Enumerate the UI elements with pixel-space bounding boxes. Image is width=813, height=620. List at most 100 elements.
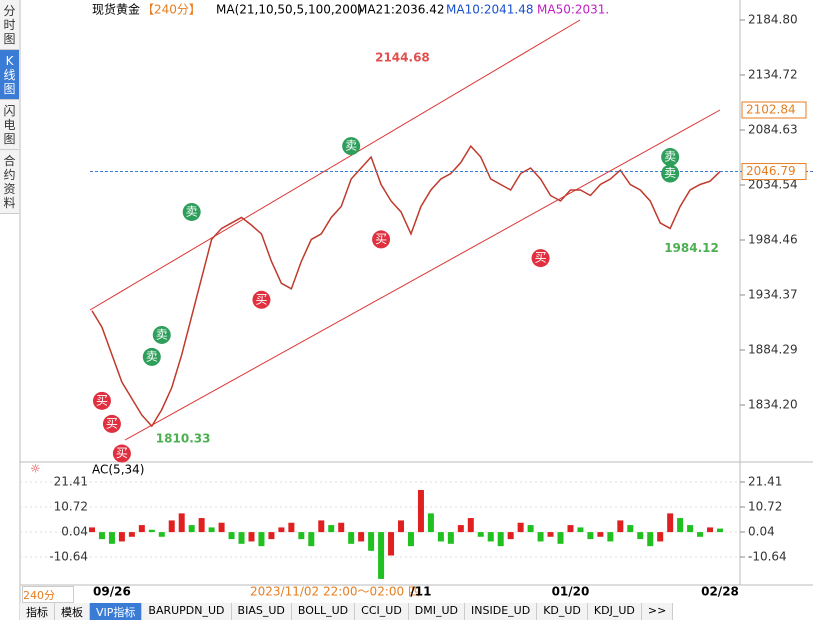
period-select[interactable]: 240分: [22, 586, 74, 603]
toolbar-tab[interactable]: BIAS_UD: [231, 603, 292, 620]
ac-bar: [398, 520, 405, 533]
price-line: [91, 144, 721, 428]
ac-bar: [368, 532, 375, 551]
y-tick-label: -10.64: [748, 550, 787, 564]
signal-marker: [372, 230, 391, 249]
toolbar-tab[interactable]: BARUPDN_UD: [142, 603, 232, 620]
crosshair-label: 2023/11/02 22:00～02:00 四: [250, 585, 420, 599]
signal-marker: [661, 148, 680, 167]
toolbar: 指标 模板 VIP指标 BARUPDN_UD BIAS_UD BOLL_UD CCI_UD D…: [20, 603, 813, 620]
signal-marker: [102, 414, 121, 433]
toolbar-tab[interactable]: KDJ_UD: [587, 603, 642, 620]
ac-bar: [328, 525, 335, 533]
ac-bar: [158, 532, 165, 537]
x-tick-label: 09/26: [93, 585, 131, 599]
x-tick-label: 02/28: [701, 585, 739, 599]
ac-bar: [607, 532, 614, 542]
signal-label: 买: [375, 232, 387, 246]
ac-bar: [547, 532, 554, 537]
channel-line: [124, 109, 721, 441]
price-tag-box: [741, 163, 807, 181]
extreme-label: 1810.33: [156, 432, 211, 446]
settings-icon[interactable]: ☼: [30, 462, 41, 476]
y-tick-label: 1884.29: [748, 343, 798, 357]
ac-bar: [238, 532, 245, 544]
signal-label: 卖: [186, 204, 198, 218]
signal-label: 买: [106, 416, 118, 430]
ac-bar: [268, 532, 275, 540]
signal-marker: [342, 137, 361, 156]
ac-bar: [208, 527, 215, 533]
ac-bar: [407, 532, 414, 547]
ac-bar: [168, 520, 175, 533]
price-tag: 2046.79: [746, 164, 796, 178]
price-tag-box: [741, 101, 807, 119]
y-tick-label: 2184.80: [748, 13, 798, 27]
toolbar-tab[interactable]: 模板: [55, 603, 90, 620]
side-tab[interactable]: K线图: [0, 50, 19, 100]
ac-bar: [477, 532, 484, 537]
price-tag: 2102.84: [746, 103, 796, 117]
ac-bar: [288, 522, 295, 533]
channel-line: [89, 19, 581, 311]
ac-bar: [677, 518, 684, 533]
ac-bar: [178, 513, 185, 533]
ac-bar: [587, 532, 594, 540]
side-tab[interactable]: 分时图: [0, 0, 19, 50]
ac-bar: [567, 525, 574, 533]
signal-label: 买: [535, 251, 547, 265]
signal-marker: [531, 249, 550, 268]
ac-bar: [388, 532, 395, 556]
ac-bar: [228, 532, 235, 540]
ac-bar: [118, 532, 125, 542]
ac-bar: [497, 532, 504, 547]
ac-bar: [577, 527, 584, 533]
ac-bar: [198, 518, 205, 533]
signal-label: 卖: [345, 139, 357, 153]
ac-bar: [457, 525, 464, 533]
signal-label: 卖: [156, 327, 168, 341]
toolbar-tab[interactable]: KD_UD: [537, 603, 588, 620]
side-tab[interactable]: 合约资料: [0, 150, 19, 214]
ac-bar: [467, 518, 474, 533]
toolbar-tab[interactable]: CCI_UD: [355, 603, 409, 620]
toolbar-tab[interactable]: >>: [641, 603, 674, 620]
signal-marker: [92, 391, 111, 410]
extreme-label: 1984.12: [664, 241, 719, 255]
signal-label: 买: [255, 292, 267, 306]
y-tick-label: 1934.37: [748, 288, 798, 302]
ac-bar: [417, 489, 424, 533]
side-tab[interactable]: 闪电图: [0, 100, 19, 150]
extreme-label: 2144.68: [375, 51, 430, 65]
period: 【240分】: [142, 3, 201, 17]
signal-marker: [252, 290, 271, 309]
toolbar-tab[interactable]: INSIDE_UD: [465, 603, 538, 620]
ac-bar: [527, 525, 534, 533]
ma-spec: MA(21,10,50,5,100,200): [216, 3, 362, 17]
ac-bar: [657, 532, 664, 542]
ac-bar: [637, 532, 644, 540]
ac-bar: [218, 522, 225, 533]
signal-label: 卖: [146, 349, 158, 363]
y-tick-label-left: 10.72: [54, 500, 88, 514]
ma10: MA10:2041.48: [446, 3, 534, 17]
ac-bar: [188, 525, 195, 533]
toolbar-tab[interactable]: 指标: [20, 603, 55, 620]
ac-bar: [338, 522, 345, 533]
ac-bar: [707, 527, 714, 533]
x-tick-label: 01/20: [552, 585, 590, 599]
signal-label: 卖: [664, 166, 676, 180]
y-tick-label: 21.41: [748, 474, 782, 488]
y-tick-label: 2084.63: [748, 123, 798, 137]
ac-bar: [358, 532, 365, 542]
ac-bar: [697, 532, 704, 537]
ac-bar: [427, 513, 434, 533]
toolbar-tab[interactable]: BOLL_UD: [291, 603, 356, 620]
toolbar-tab[interactable]: DMI_UD: [408, 603, 466, 620]
ac-bar: [597, 532, 604, 537]
toolbar-tab[interactable]: VIP指标: [90, 603, 143, 620]
ac-bar: [437, 532, 444, 542]
ac-bar: [617, 520, 624, 533]
signal-marker: [112, 444, 131, 463]
